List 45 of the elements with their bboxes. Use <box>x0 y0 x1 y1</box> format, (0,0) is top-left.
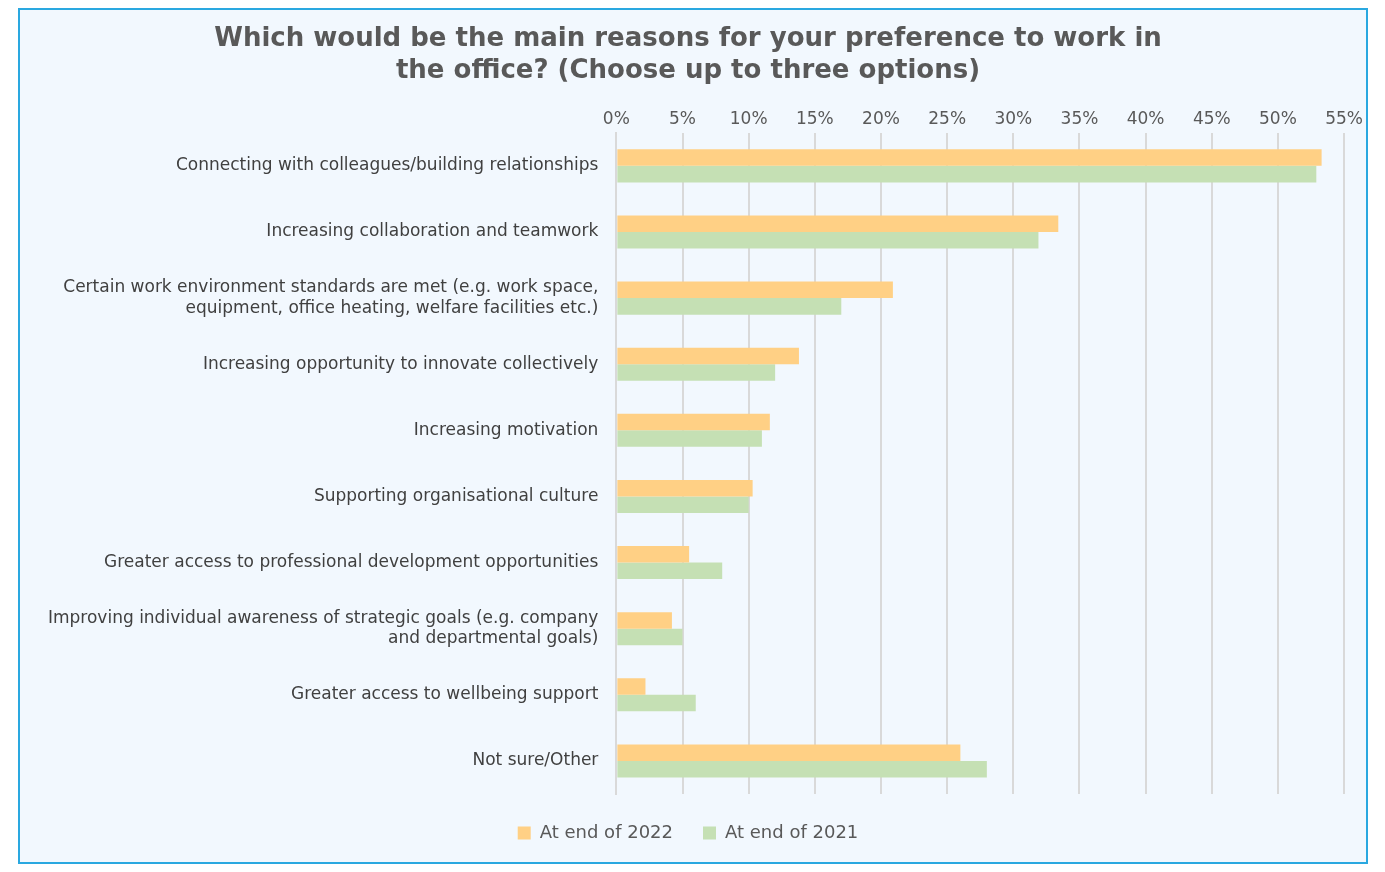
bar <box>617 298 842 315</box>
bar <box>617 694 696 712</box>
x-tick-label: 5% <box>669 108 696 129</box>
bar <box>617 760 987 778</box>
bar <box>617 281 893 299</box>
bar <box>617 479 753 497</box>
y-tick-label: Certain work environment standards are met (e.g. work space, equipment, office heating, welfare facilities etc.) <box>63 276 599 317</box>
x-tick-label: 10% <box>729 108 768 129</box>
bar <box>617 678 646 695</box>
x-tick-label: 55% <box>1325 108 1364 129</box>
x-tick-label: 30% <box>994 108 1033 129</box>
y-tick-label: Increasing motivation <box>413 418 599 439</box>
bar <box>617 562 723 580</box>
bar <box>617 546 690 563</box>
x-tick-label: 20% <box>862 108 900 129</box>
bar <box>617 149 1322 166</box>
bar <box>617 215 1059 232</box>
bar <box>617 231 1039 249</box>
x-tick-label: 40% <box>1126 108 1165 129</box>
y-tick-label: Connecting with colleagues/building relationships <box>175 154 599 175</box>
legend-label: At end of 2021 <box>725 820 859 842</box>
bar <box>617 364 776 381</box>
x-tick-label: 0% <box>602 108 630 129</box>
y-tick-label: Greater access to professional development opportunities <box>104 551 599 571</box>
y-tick-label: Improving individual awareness of strategic goals (e.g. company and departmental goals) <box>47 606 599 648</box>
y-tick-label: Increasing opportunity to innovate collectively <box>202 352 599 373</box>
bar <box>617 430 762 447</box>
x-tick-label: 50% <box>1259 108 1297 129</box>
y-tick-label: Greater access to wellbeing support <box>290 683 599 704</box>
y-tick-label: Supporting organisational culture <box>313 484 599 505</box>
bar <box>617 165 1317 183</box>
y-tick-label: Not sure/Other <box>472 749 599 770</box>
legend-label: At end of 2022 <box>539 820 674 842</box>
bar <box>617 628 683 646</box>
bar <box>617 347 799 365</box>
x-tick-label: 25% <box>928 108 967 129</box>
y-tick-label: Increasing collaboration and teamwork <box>266 220 599 241</box>
x-tick-label: 15% <box>795 108 834 129</box>
x-tick-label: 35% <box>1060 108 1099 129</box>
bar <box>617 744 961 761</box>
x-tick-label: 45% <box>1192 108 1231 129</box>
chart-title: Which would be the main reasons for your preference to work in the office? (Choose up to three options) <box>214 22 1162 84</box>
bar <box>617 413 770 431</box>
bar <box>617 496 749 513</box>
bar <box>617 612 672 629</box>
